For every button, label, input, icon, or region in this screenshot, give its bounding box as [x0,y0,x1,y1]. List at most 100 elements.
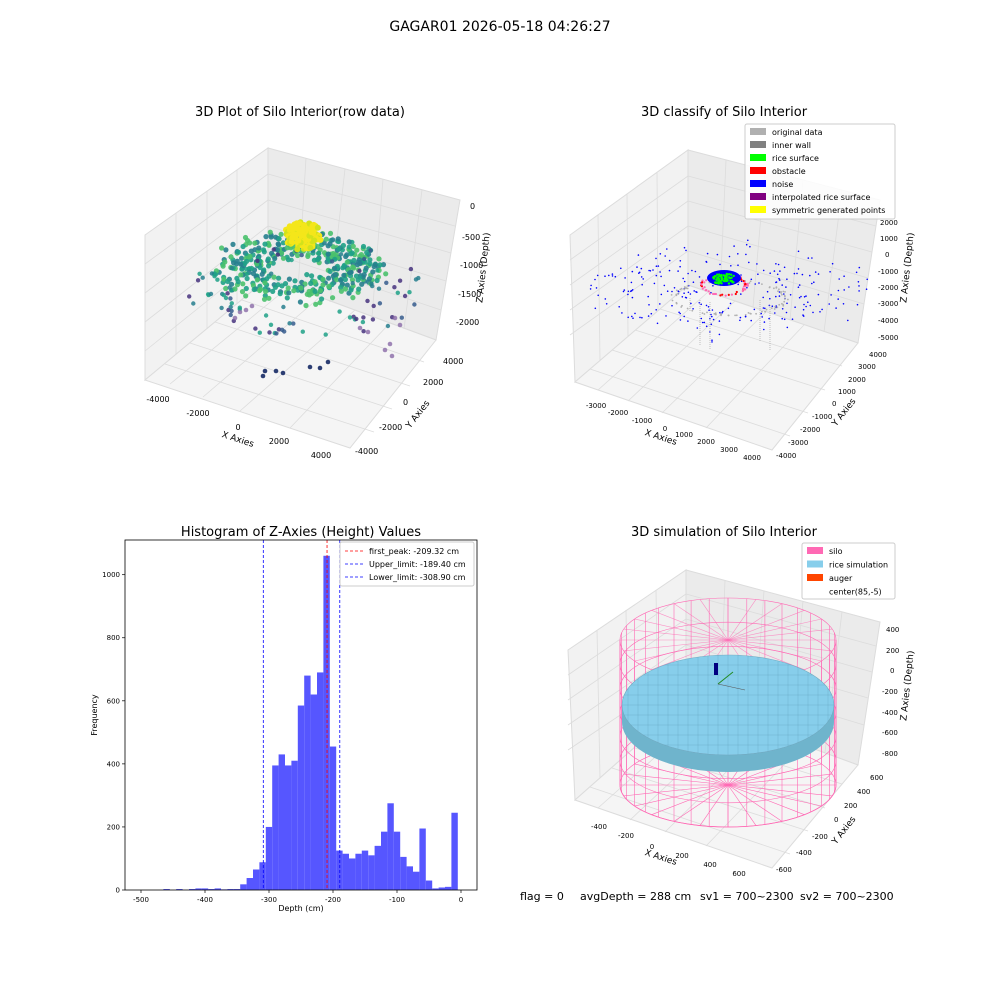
raw-point [356,286,362,292]
noise-point [807,301,809,304]
raw-point [261,247,267,253]
histogram-frame [124,539,478,891]
raw-point [256,245,262,251]
rice-surface-point [727,282,731,285]
noise-point [750,278,753,281]
classify-z-tick: 1000 [880,235,898,243]
sim-z-tick: 0 [890,667,894,675]
silo-wire [727,763,822,786]
rice-simulation-side [622,705,834,772]
histogram-legend-label: first_peak: -209.32 cm [369,547,459,556]
simulation-legend-swatch [807,547,823,554]
noise-point [650,312,653,315]
raw-point [305,251,311,258]
noise-point [597,294,599,297]
classify-z-tick: -2000 [878,284,898,292]
raw-point [334,277,340,283]
sim-y-tick: 0 [834,816,838,824]
noise-point [809,304,812,307]
classify-legend-swatch [750,180,766,187]
noise-point [858,290,860,292]
classify-z-tick: -5000 [878,334,898,342]
raw-point [237,305,242,310]
original-point [774,305,776,308]
noise-point [811,257,813,259]
raw-point [346,244,352,250]
silo-wire [623,628,729,641]
noise-point [693,290,695,292]
raw-point [252,240,258,246]
raw-point [281,304,286,310]
raw-point [234,258,240,264]
figure-suptitle: GAGAR01 2026-05-18 04:26:27 [389,19,610,35]
noise-point [769,297,771,300]
histogram-y-label: Frequency [90,694,99,736]
noise-point [655,265,658,268]
raw-point [364,249,370,256]
noise-point [706,252,709,255]
noise-point [655,257,657,260]
original-point [701,312,704,314]
raw-point [370,283,375,289]
noise-point [746,286,748,289]
histogram-bar [304,675,311,890]
histogram-x-tick: -100 [389,896,405,904]
noise-point [698,301,701,304]
classify-x-tick: 3000 [720,446,738,454]
original-point [764,310,766,313]
noise-point [694,270,697,273]
obstacle-point [721,293,724,296]
noise-point [757,273,759,276]
raw-point [300,329,305,334]
rice-surface-point [725,274,728,277]
raw-point [237,309,243,315]
noise-point [648,304,650,306]
histogram-bar [425,880,433,890]
raw-point [314,257,320,263]
raw-point [276,236,282,242]
raw-point [407,290,412,295]
simulation-legend-label: rice simulation [829,561,888,570]
raw-point [229,265,234,271]
silo-wire [634,784,729,807]
noise-point [683,292,685,295]
noise-point [660,275,662,278]
noise-point [701,321,704,324]
raw-point [274,331,279,336]
raw-point [271,247,276,252]
noise-point [711,339,713,342]
raw-point [222,259,228,265]
noise-point [858,266,861,269]
raw-point [370,317,376,322]
raw-point [370,269,376,275]
noise-point [708,309,710,312]
raw-point [331,265,338,271]
noise-point [798,296,801,299]
raw-point [360,319,366,325]
histogram-bar [381,831,388,890]
noise-point [620,267,622,270]
original-point [715,313,717,316]
raw-x-tick: -4000 [146,395,169,404]
sim-x-tick: -200 [618,832,634,840]
noise-point [640,267,643,270]
original-point [675,293,678,296]
noise-point [768,317,770,320]
noise-point [855,271,858,274]
classify-legend-label: original data [772,128,823,137]
noise-point [733,245,735,247]
noise-point [660,293,663,296]
raw-point [354,247,360,253]
raw-y-tick: 4000 [443,357,463,366]
rice-surface-point [722,274,725,277]
obstacle-point [701,281,704,284]
noise-point [631,270,634,273]
noise-point [763,328,765,331]
noise-point [648,269,650,272]
simulation-3d-panel: 3D simulation of Silo Interior -400 -200… [567,525,917,878]
noise-point [677,290,680,293]
noise-point [775,295,777,298]
noise-point [641,316,643,319]
noise-point [685,297,688,299]
raw-3d-points [187,219,421,379]
